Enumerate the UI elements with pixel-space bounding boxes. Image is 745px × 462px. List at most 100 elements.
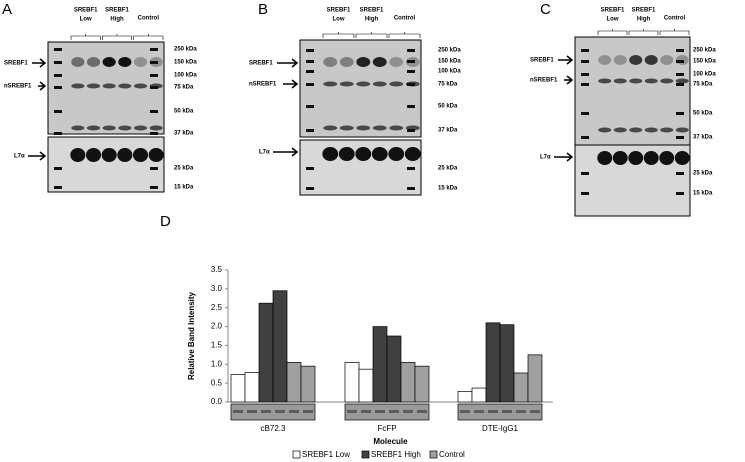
y-tick-label: 0.0 (211, 397, 223, 406)
band (118, 83, 132, 89)
ladder (150, 167, 158, 170)
ladder (54, 186, 62, 189)
bracket (659, 29, 690, 35)
group-label: Low (333, 17, 345, 23)
ladder (54, 132, 62, 135)
blot (299, 39, 422, 138)
group-label: Control (664, 16, 686, 22)
gel-strip (344, 403, 430, 421)
gel-band (289, 410, 299, 413)
band (322, 147, 339, 161)
bar (272, 290, 288, 403)
ladder (581, 136, 589, 139)
marker-label: 100 kDa (693, 72, 716, 78)
band (613, 55, 627, 65)
band (339, 57, 354, 67)
group-label: High (637, 17, 651, 23)
gel-band (389, 410, 399, 413)
legend-swatch (292, 450, 301, 459)
loading-label: L7α (14, 154, 25, 160)
ladder (407, 167, 415, 170)
bar (344, 362, 360, 403)
band (71, 83, 85, 89)
band (674, 151, 690, 165)
arrow (273, 147, 299, 157)
ladder (306, 167, 314, 170)
bracket (133, 34, 164, 40)
legend-swatch (429, 450, 438, 459)
band (323, 57, 338, 67)
legend-label: SREBF1 Low (302, 450, 350, 459)
band (644, 127, 658, 133)
ladder (306, 187, 314, 190)
bracket (322, 32, 355, 38)
ladder (676, 192, 684, 195)
gel-band (502, 410, 512, 413)
ladder (581, 172, 589, 175)
x-axis-label: Molecule (373, 437, 408, 446)
ladder (581, 73, 589, 76)
ladder (581, 83, 589, 86)
gel-band (516, 410, 526, 413)
marker-label: 150 kDa (693, 59, 716, 65)
band (612, 151, 628, 165)
marker-label: 50 kDa (438, 104, 458, 110)
gel-band (375, 410, 385, 413)
band-label: SREBF1 (530, 58, 554, 64)
ladder (306, 60, 314, 63)
group-label: High (110, 17, 124, 23)
bracket (628, 29, 659, 35)
ladder (407, 70, 415, 73)
ladder (150, 74, 158, 77)
band (372, 125, 387, 131)
group-label: SREBF1 (327, 8, 351, 14)
gel-band (361, 410, 371, 413)
group-label: SREBF1 (360, 8, 384, 14)
loading-label: L7α (259, 150, 270, 156)
gel-band (488, 410, 498, 413)
band (404, 147, 421, 161)
ladder (54, 74, 62, 77)
band (389, 125, 404, 131)
arrow (28, 151, 47, 161)
legend-swatch (361, 450, 370, 459)
panel-letter: A (2, 1, 12, 18)
bar (386, 335, 402, 403)
ladder (54, 61, 62, 64)
band (660, 78, 674, 84)
band (339, 81, 354, 87)
ladder (407, 187, 415, 190)
band (356, 57, 371, 67)
band-label: nSREBF1 (4, 84, 32, 90)
bracket (70, 34, 101, 40)
group-label: Control (138, 16, 160, 22)
y-tick-label: 2.0 (211, 322, 223, 331)
blot (574, 36, 691, 146)
band-label: SREBF1 (249, 61, 273, 67)
marker-label: 75 kDa (174, 85, 194, 91)
panel-letter: D (160, 213, 171, 230)
gel-band (530, 410, 540, 413)
gel-band (403, 410, 413, 413)
bracket (355, 32, 388, 38)
marker-label: 75 kDa (693, 82, 713, 88)
gel-band (347, 410, 357, 413)
band (133, 125, 148, 131)
band (86, 83, 101, 89)
band (644, 78, 658, 84)
band (659, 151, 675, 165)
band (598, 127, 612, 133)
bar (244, 372, 260, 403)
bar (527, 354, 543, 403)
band (71, 125, 85, 131)
marker-label: 100 kDa (438, 69, 461, 75)
marker-label: 37 kDa (438, 128, 458, 134)
marker-label: 50 kDa (693, 111, 713, 117)
bar (485, 322, 501, 403)
band (86, 57, 101, 67)
gel-band (275, 410, 285, 413)
ladder (54, 48, 62, 51)
band (644, 55, 658, 65)
bar (286, 362, 302, 403)
band (629, 78, 643, 84)
